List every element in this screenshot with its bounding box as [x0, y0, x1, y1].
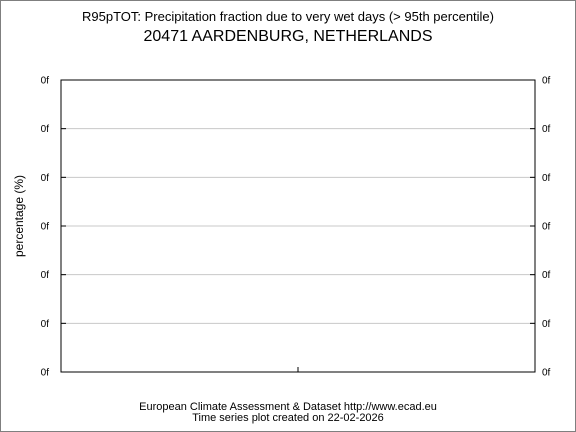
y-tick-label-left: 0f [41, 124, 50, 135]
y-tick-label-left: 0f [41, 76, 50, 87]
y-tick-label-right: 0f [542, 319, 551, 330]
chart-title: R95pTOT: Precipitation fraction due to v… [82, 9, 494, 24]
y-tick-label-left: 0f [41, 319, 50, 330]
axis-ticks [61, 79, 535, 373]
y-tick-label-right: 0f [542, 124, 551, 135]
y-tick-label-right: 0f [542, 368, 551, 379]
footer-created: Time series plot created on 22-02-2026 [192, 412, 384, 424]
footer-source: European Climate Assessment & Dataset ht… [139, 401, 437, 413]
y-tick-label-right: 0f [542, 76, 551, 87]
y-axis-label: percentage (%) [12, 175, 26, 257]
y-tick-label-right: 0f [542, 173, 551, 184]
grid-lines [61, 128, 535, 324]
y-tick-label-left: 0f [41, 222, 50, 233]
y-tick-label-right: 0f [542, 270, 551, 281]
y-tick-label-left: 0f [41, 270, 50, 281]
chart-subtitle: 20471 AARDENBURG, NETHERLANDS [143, 28, 433, 45]
tick-labels: 0f 0f 0f 0f 0f 0f 0f 0f 0f 0f 0f 0f 0f 0f [41, 76, 551, 379]
y-tick-label-left: 0f [41, 173, 50, 184]
y-tick-label-right: 0f [542, 222, 551, 233]
y-tick-label-left: 0f [41, 368, 50, 379]
